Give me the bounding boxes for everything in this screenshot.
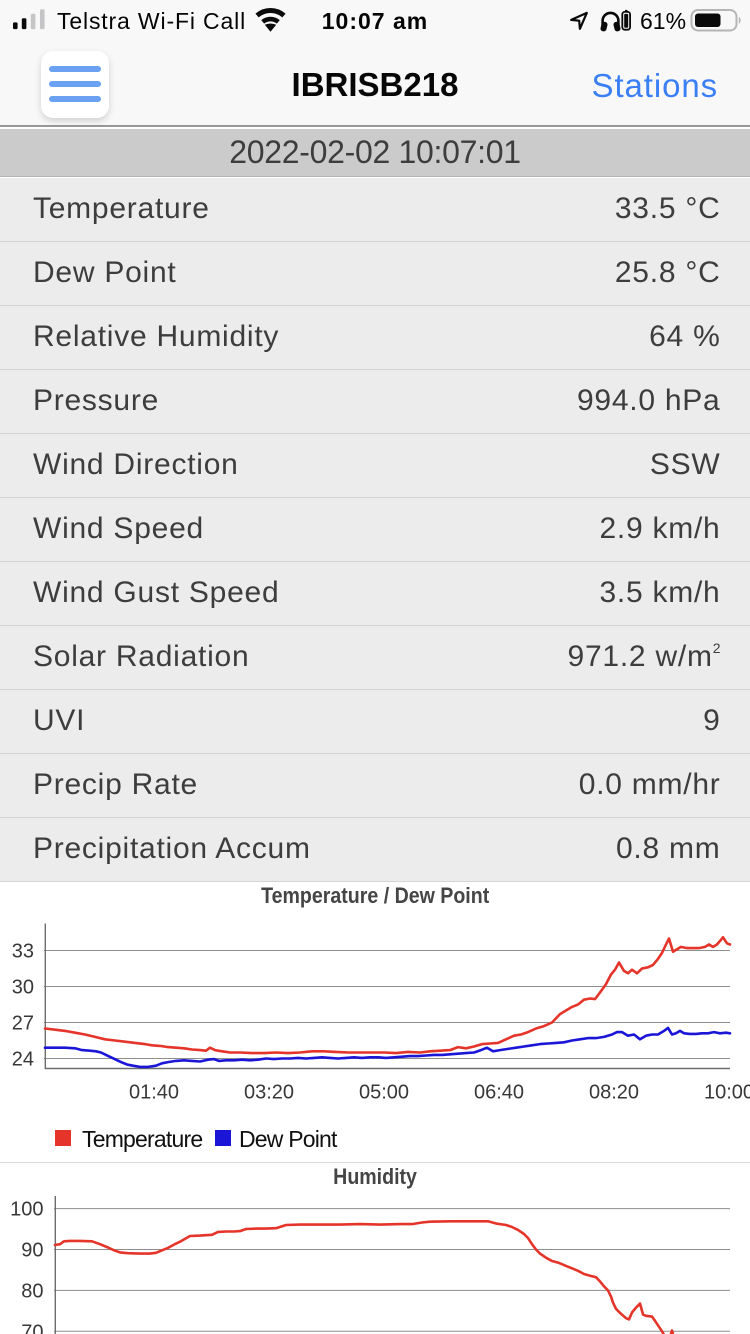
svg-text:27: 27 <box>12 1013 34 1035</box>
svg-text:70: 70 <box>21 1321 43 1334</box>
svg-text:80: 80 <box>21 1280 43 1302</box>
svg-text:30: 30 <box>12 977 34 999</box>
svg-text:10:00: 10:00 <box>704 1082 750 1104</box>
svg-text:08:20: 08:20 <box>589 1082 639 1104</box>
svg-text:24: 24 <box>12 1049 34 1071</box>
svg-text:90: 90 <box>21 1240 43 1262</box>
svg-text:05:00: 05:00 <box>359 1082 409 1104</box>
svg-text:03:20: 03:20 <box>244 1082 294 1104</box>
svg-text:06:40: 06:40 <box>474 1082 524 1104</box>
svg-text:100: 100 <box>10 1199 43 1221</box>
svg-text:01:40: 01:40 <box>129 1082 179 1104</box>
svg-text:33: 33 <box>12 941 34 963</box>
